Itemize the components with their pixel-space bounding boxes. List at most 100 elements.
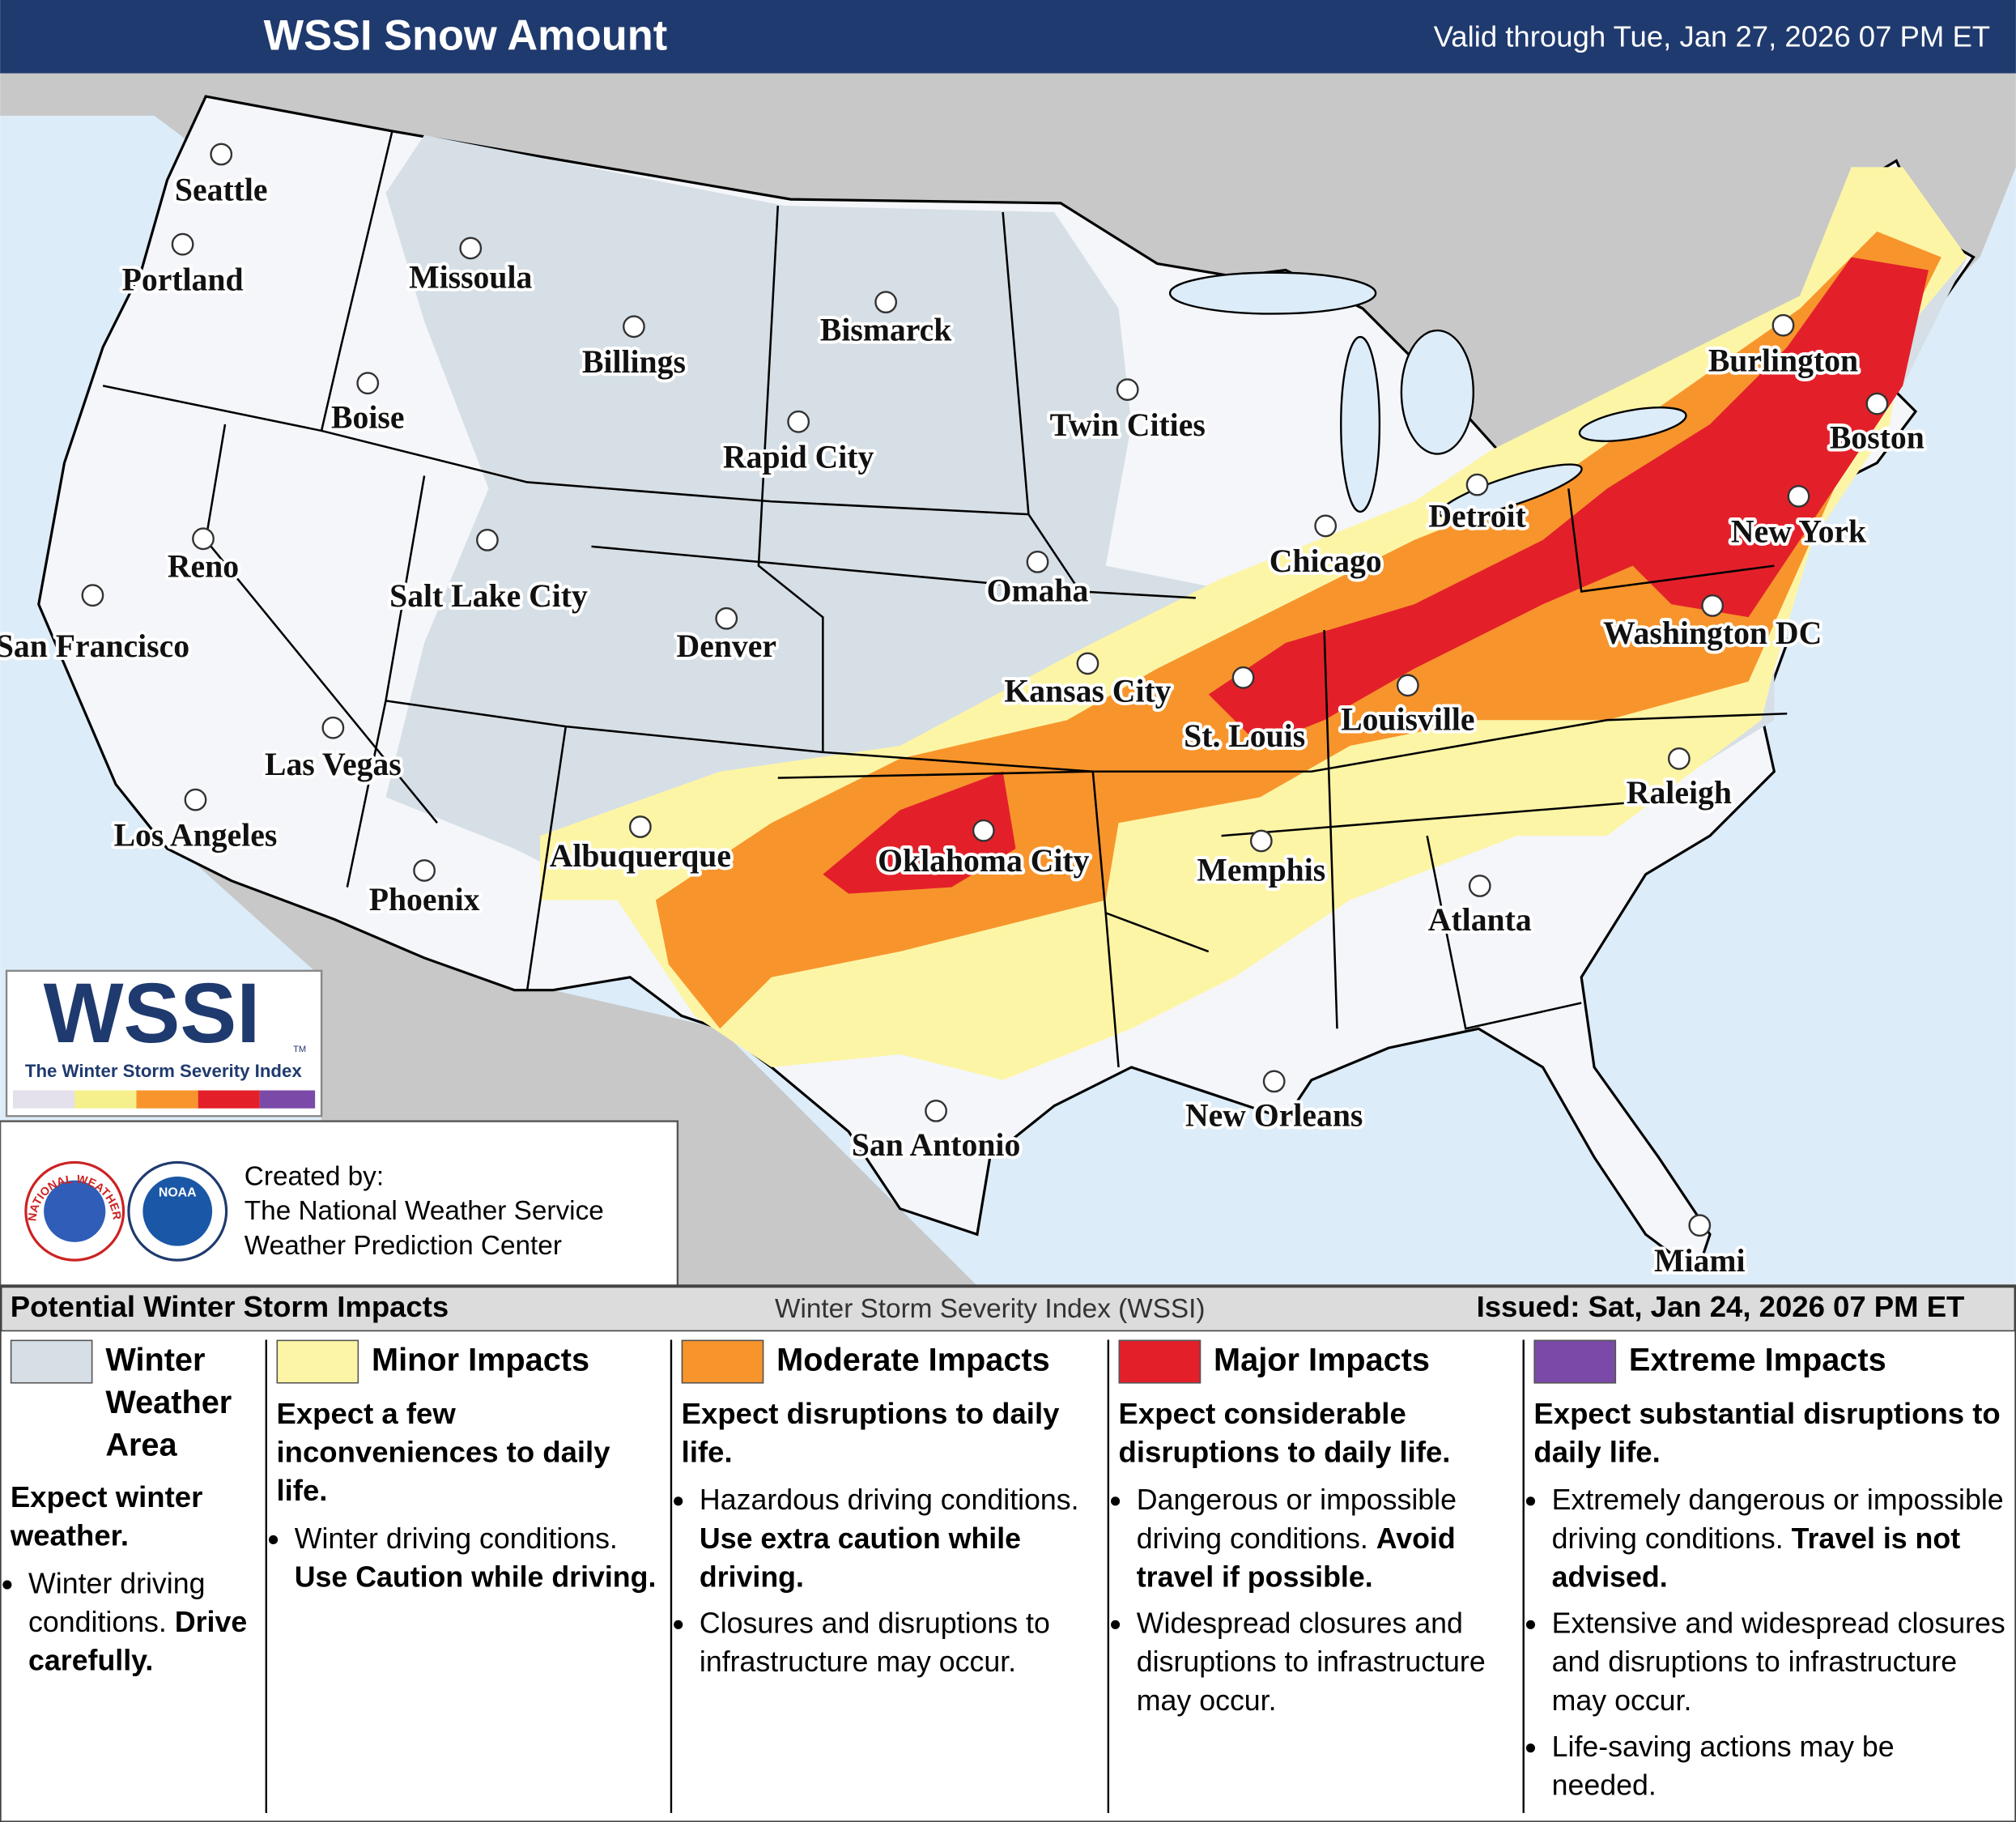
city-label: Miami xyxy=(1654,1243,1745,1279)
legend-column-body: Winter Weather Area Expect winter weather… xyxy=(0,1332,266,1822)
great-lakes xyxy=(1168,271,1687,519)
city-label: Omaha xyxy=(987,573,1089,609)
city-dot xyxy=(1262,1070,1286,1093)
city-dot xyxy=(1314,514,1338,538)
legend-column: Winter Weather Area Expect winter weather… xyxy=(0,1332,266,1822)
column-head: Minor Impacts xyxy=(276,1339,661,1384)
city-dot xyxy=(192,527,215,551)
city-dot xyxy=(1076,652,1099,675)
logo-name: WSSI xyxy=(44,966,261,1061)
impact-swatch xyxy=(10,1339,93,1384)
bullet-text: Winter driving conditions. xyxy=(294,1522,618,1555)
city-label: Washington DC xyxy=(1603,615,1822,651)
city-dot xyxy=(476,529,499,551)
impact-summary: Expect considerable disruptions to daily… xyxy=(1118,1396,1451,1469)
bullet-text: Hazardous driving conditions. xyxy=(699,1484,1079,1517)
bullet-text: Dangerous or impossible driving conditio… xyxy=(1136,1484,1457,1555)
city-label: Las Vegas xyxy=(265,747,402,782)
city-label: New York xyxy=(1731,514,1867,550)
impact-bullet: Extensive and widespread closures and di… xyxy=(1552,1605,2006,1721)
legend-column-body: Extreme Impacts Expect substantial disrup… xyxy=(1524,1332,2016,1822)
impact-bullets: Dangerous or impossible driving conditio… xyxy=(1119,1481,1513,1720)
state-line xyxy=(320,130,393,432)
city-label: Salt Lake City xyxy=(389,578,588,614)
strip-swatch xyxy=(74,1090,137,1109)
impact-swatch xyxy=(276,1339,359,1384)
city-dot xyxy=(1667,747,1691,770)
impact-bullet: Closures and disruptions to infrastructu… xyxy=(700,1605,1098,1682)
city-dot xyxy=(184,788,207,811)
impact-summary: Expect a few inconveniences to daily lif… xyxy=(276,1396,610,1507)
bullet-text: Winter driving conditions. xyxy=(28,1567,206,1638)
state-line xyxy=(1221,796,1698,837)
city-label: Reno xyxy=(168,549,239,585)
credits-line: The National Weather Service xyxy=(245,1196,604,1226)
impact-summary: Expect disruptions to daily life. xyxy=(681,1396,1060,1469)
impact-bullets: Extremely dangerous or impossible drivin… xyxy=(1533,1481,2005,1805)
impact-bullet: Winter driving conditions. Use Caution w… xyxy=(295,1520,661,1597)
city-label: Seattle xyxy=(175,172,268,207)
major-impacts-area xyxy=(823,771,1016,894)
city-label: Los Angeles xyxy=(114,817,278,853)
city-dot xyxy=(1249,829,1273,853)
strip-swatch xyxy=(12,1090,75,1109)
city-dot xyxy=(356,372,380,395)
column-head: Extreme Impacts xyxy=(1533,1339,2005,1384)
impact-bullet: Life-saving actions may be needed. xyxy=(1552,1728,2006,1805)
state-line xyxy=(1567,488,1775,593)
city-label: St. Louis xyxy=(1184,718,1305,754)
legend-column-body: Minor Impacts Expect a few inconveniences… xyxy=(266,1332,671,1822)
lake xyxy=(1438,463,1583,519)
impact-bullet: Extremely dangerous or impossible drivin… xyxy=(1552,1481,2006,1597)
legend-columns: Winter Weather Area Expect winter weather… xyxy=(0,1332,2016,1822)
city-label: San Antonio xyxy=(852,1127,1020,1163)
bullet-text: Widespread closures and disruptions to i… xyxy=(1136,1607,1486,1717)
cities: Seattle Portland Missoula Billings Bismarck B… xyxy=(0,143,1928,1282)
city-dot xyxy=(459,236,483,260)
impact-title: Minor Impacts xyxy=(372,1342,590,1379)
city-label: Oklahoma City xyxy=(878,843,1089,879)
bullet-emphasis: Use Caution while driving. xyxy=(294,1560,657,1594)
impact-summary: Expect winter weather. xyxy=(10,1479,203,1552)
city-label: Missoula xyxy=(409,259,532,295)
bullet-text: Extremely dangerous or impossible drivin… xyxy=(1551,1484,2004,1555)
mexico xyxy=(193,861,977,1286)
logo-subtitle: The Winter Storm Severity Index xyxy=(25,1061,302,1081)
column-head: Winter Weather Area xyxy=(10,1339,256,1467)
column-head: Moderate Impacts xyxy=(681,1339,1098,1384)
city-label: Albuquerque xyxy=(550,838,731,874)
logo-color-strip xyxy=(12,1090,316,1109)
city-dot xyxy=(81,584,104,607)
legend-issued: Issued: Sat, Jan 24, 2026 07 PM ET xyxy=(1477,1290,1965,1323)
city-dot xyxy=(1465,473,1489,496)
impact-bullets: Winter driving conditions. Use Caution w… xyxy=(277,1520,661,1597)
city-dot xyxy=(925,1100,947,1122)
lake xyxy=(1400,329,1474,455)
impact-bullet: Dangerous or impossible driving conditio… xyxy=(1137,1481,1513,1597)
city-label: Memphis xyxy=(1197,852,1325,888)
city-dot xyxy=(787,410,810,433)
city-dot xyxy=(623,315,645,338)
impact-summary: Expect substantial disruptions to daily … xyxy=(1533,1396,2001,1469)
city-label: Boise xyxy=(331,399,404,435)
legend-column: Extreme Impacts Expect substantial disrup… xyxy=(1524,1332,2016,1822)
city-label: Kansas City xyxy=(1004,674,1171,709)
state-line xyxy=(1426,835,1582,1030)
city-dot xyxy=(321,716,345,739)
map: Seattle Portland Missoula Billings Bismarck B… xyxy=(0,73,2016,1286)
state-line xyxy=(1323,630,1338,1029)
state-line xyxy=(757,205,824,752)
city-label: Burlington xyxy=(1708,343,1858,378)
city-dot xyxy=(210,143,233,166)
city-label: Billings xyxy=(582,344,686,380)
impact-bullet: Hazardous driving conditions. Use extra … xyxy=(700,1481,1098,1597)
legend-column-body: Moderate Impacts Expect disruptions to da… xyxy=(671,1332,1108,1822)
city-dot xyxy=(1771,313,1795,337)
legend: Potential Winter Storm Impacts Winter St… xyxy=(0,1286,2016,1822)
legend-column: Minor Impacts Expect a few inconveniences… xyxy=(266,1332,671,1822)
column-head: Major Impacts xyxy=(1118,1339,1513,1384)
city-label: Louisville xyxy=(1341,701,1474,737)
state-line xyxy=(1002,211,1081,593)
city-dot xyxy=(1865,392,1889,415)
impact-title: Moderate Impacts xyxy=(776,1342,1050,1379)
